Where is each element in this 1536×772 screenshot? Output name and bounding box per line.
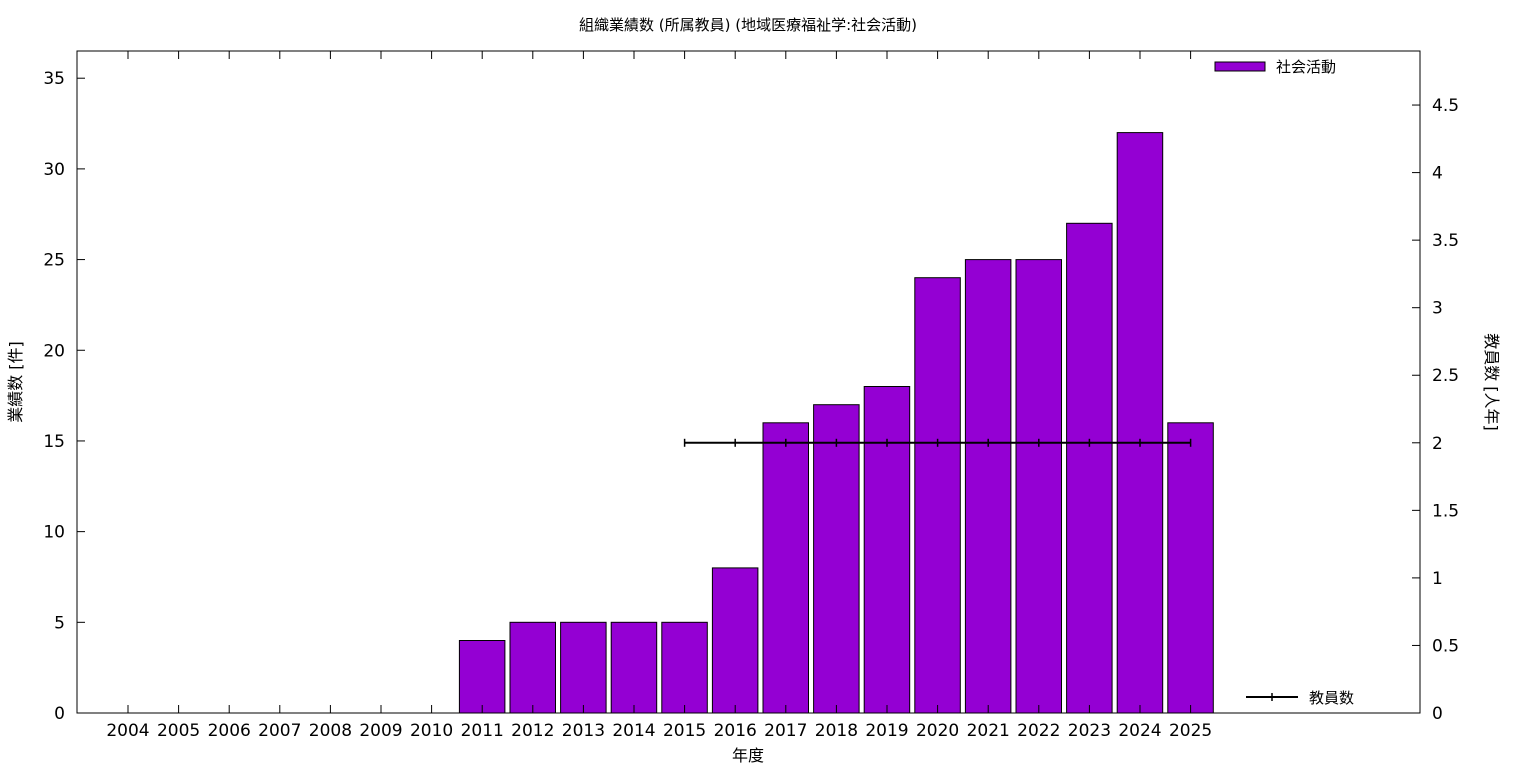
bar-2018 — [813, 404, 860, 714]
x-tick-label-2023: 2023 — [1068, 721, 1111, 741]
y2-tick-label-1: 1 — [1432, 569, 1443, 589]
x-tick-label-2008: 2008 — [309, 721, 352, 741]
y-axis-title: 業績数 [件] — [6, 341, 25, 423]
bar-2015 — [661, 621, 708, 714]
x-tick-label-2005: 2005 — [157, 721, 200, 741]
y-tick-label-30: 30 — [43, 160, 65, 180]
bars-layer — [458, 132, 1214, 714]
x-tick-label-2004: 2004 — [106, 721, 149, 741]
y2-tick-label-2: 2 — [1432, 434, 1443, 454]
y-tick-label-10: 10 — [43, 523, 65, 543]
x-tick-label-2016: 2016 — [714, 721, 757, 741]
y2-axis-title: 教員数 [人年] — [1482, 333, 1501, 431]
bar-2016 — [711, 567, 759, 714]
x-tick-label-2020: 2020 — [916, 721, 959, 741]
x-tick-label-2007: 2007 — [258, 721, 301, 741]
x-tick-label-2018: 2018 — [815, 721, 858, 741]
bar-2014 — [610, 621, 658, 714]
x-tick-label-2011: 2011 — [461, 721, 504, 741]
y2-tick-label-0.5: 0.5 — [1432, 636, 1459, 656]
x-tick-label-2006: 2006 — [208, 721, 251, 741]
bar-2025 — [1167, 422, 1214, 714]
bar-2017 — [762, 422, 809, 714]
bar-2013 — [560, 621, 607, 714]
x-tick-label-2009: 2009 — [359, 721, 402, 741]
x-tick-label-2019: 2019 — [865, 721, 908, 741]
bar-2022 — [1015, 259, 1062, 714]
bar-2019 — [863, 386, 911, 714]
x-tick-label-2024: 2024 — [1118, 721, 1161, 741]
x-tick-label-2015: 2015 — [663, 721, 706, 741]
x-tick-label-2022: 2022 — [1017, 721, 1060, 741]
x-tick-label-2017: 2017 — [764, 721, 807, 741]
bar-2023 — [1066, 222, 1113, 714]
bar-2011 — [458, 640, 506, 714]
y-tick-label-25: 25 — [43, 251, 65, 271]
y-tick-label-15: 15 — [43, 432, 65, 452]
y2-tick-label-4: 4 — [1432, 164, 1443, 184]
y-tick-label-5: 5 — [54, 613, 65, 633]
legend-bar-swatch — [1214, 61, 1266, 72]
y2-tick-label-3: 3 — [1432, 299, 1443, 319]
x-tick-label-2025: 2025 — [1169, 721, 1212, 741]
x-tick-label-2012: 2012 — [511, 721, 554, 741]
x-tick-label-2010: 2010 — [410, 721, 453, 741]
plot-frame — [76, 50, 1421, 714]
y-tick-label-20: 20 — [43, 341, 65, 361]
y2-tick-label-2.5: 2.5 — [1432, 366, 1459, 386]
chart-title: 組織業績数 (所属教員) (地域医療福祉学:社会活動) — [579, 16, 917, 34]
teacher-count-line-layer — [683, 438, 1192, 447]
x-tick-label-2013: 2013 — [562, 721, 605, 741]
x-tick-label-2021: 2021 — [967, 721, 1010, 741]
bar-2024 — [1116, 132, 1164, 714]
y2-tick-label-4.5: 4.5 — [1432, 96, 1459, 116]
legend-line-label: 教員数 — [1309, 689, 1354, 707]
bar-2020 — [914, 277, 961, 714]
y-tick-label-0: 0 — [54, 704, 65, 724]
y2-tick-label-0: 0 — [1432, 704, 1443, 724]
bar-2012 — [509, 621, 556, 714]
x-axis-title: 年度 — [732, 746, 764, 765]
legend-bar-label: 社会活動 — [1276, 58, 1336, 76]
y2-tick-label-1.5: 1.5 — [1432, 501, 1459, 521]
x-tick-label-2014: 2014 — [612, 721, 655, 741]
bar-2021 — [964, 259, 1012, 714]
y-tick-label-35: 35 — [43, 69, 65, 89]
y2-tick-label-3.5: 3.5 — [1432, 231, 1459, 251]
